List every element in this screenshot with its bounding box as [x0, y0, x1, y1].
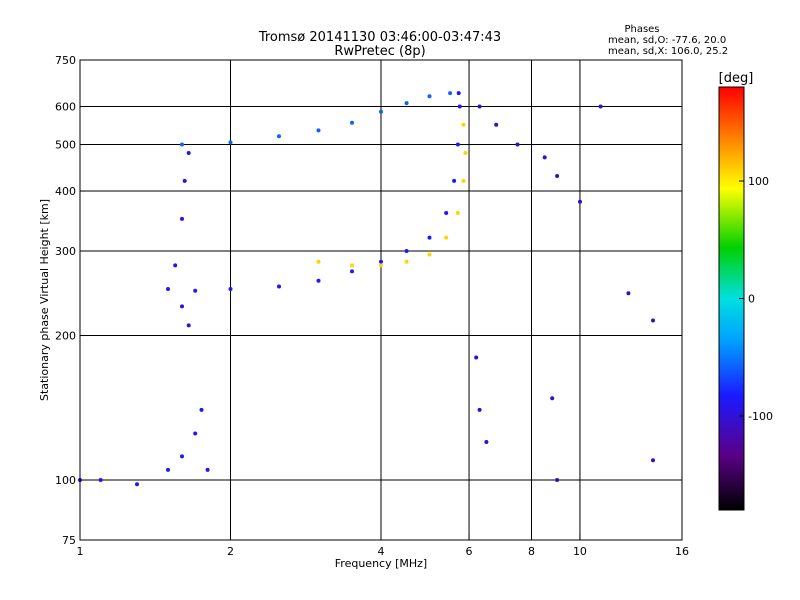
colorbar-tick-label: 0: [748, 293, 755, 306]
echo-point: [598, 104, 603, 109]
x-tick-label: 6: [466, 545, 473, 558]
echo-point: [166, 287, 170, 291]
echo-point: [461, 122, 466, 127]
echo-point: [550, 396, 555, 401]
echo-point: [404, 101, 409, 106]
echo-point: [404, 249, 409, 253]
echo-point: [452, 178, 457, 183]
y-axis-label: Stationary phase Virtual Height [km]: [38, 199, 51, 401]
echo-point: [444, 235, 449, 240]
legend-line-x: mean, sd,X: 106.0, 25.2: [608, 46, 728, 57]
colorbar-ticks: 100 0 -100: [739, 175, 773, 423]
y-tick-label: 600: [55, 101, 76, 114]
echo-point: [461, 178, 466, 183]
echo-point: [477, 104, 482, 109]
echo-point: [484, 440, 489, 444]
echo-point: [448, 91, 453, 96]
echo-point: [494, 122, 499, 127]
x-axis-ticks: 1 2 4 6 8 10 16: [77, 534, 689, 558]
echo-point: [578, 199, 582, 204]
echo-point: [193, 288, 198, 293]
echo-point: [166, 467, 170, 472]
echo-point: [456, 91, 461, 96]
x-tick-label: 1: [77, 545, 84, 558]
echo-point: [173, 263, 178, 268]
echo-point: [455, 211, 460, 215]
echo-point: [379, 109, 383, 114]
echo-point: [515, 142, 520, 147]
x-axis-label: Frequency [MHz]: [335, 557, 427, 570]
echo-point: [457, 104, 462, 109]
echo-point: [651, 318, 655, 323]
chart-subtitle: RwPretec (8p): [334, 44, 425, 59]
x-tick-label: 4: [378, 545, 385, 558]
y-tick-label: 75: [62, 534, 76, 547]
x-tick-label: 8: [528, 545, 535, 558]
echo-point: [427, 235, 432, 240]
echo-point: [277, 284, 281, 289]
echo-point: [316, 278, 321, 283]
x-tick-label: 2: [227, 545, 234, 558]
echo-point: [98, 478, 103, 482]
echo-point: [379, 263, 383, 268]
echo-point: [444, 211, 449, 215]
y-tick-label: 400: [55, 185, 76, 198]
echo-point: [180, 142, 184, 147]
echo-point: [427, 94, 432, 99]
echo-point: [186, 151, 191, 155]
y-tick-label: 300: [55, 245, 76, 258]
echo-point: [316, 259, 321, 264]
y-tick-label: 200: [55, 330, 76, 343]
echo-point: [542, 155, 547, 160]
echo-point: [228, 140, 233, 145]
echo-point: [350, 120, 354, 125]
echo-point: [427, 252, 432, 257]
echo-point: [135, 482, 139, 487]
echo-point: [199, 407, 204, 412]
echo-point: [180, 216, 184, 221]
chart-title: Tromsø 20141130 03:46:00-03:47:43: [258, 30, 501, 45]
legend-line-o: mean, sd,O: -77.6, 20.0: [608, 35, 726, 46]
plot-frame: [79, 59, 683, 541]
echo-point: [277, 134, 281, 139]
echo-point: [555, 174, 560, 178]
echo-points: [78, 91, 655, 487]
colorbar-label: [deg]: [719, 71, 754, 86]
echo-point: [193, 431, 198, 436]
echo-point: [463, 151, 468, 155]
echo-point: [182, 178, 187, 183]
colorbar-tick-label: -100: [748, 410, 773, 423]
y-tick-label: 750: [55, 54, 76, 67]
echo-point: [186, 323, 191, 328]
echo-point: [555, 478, 560, 482]
echo-point: [205, 467, 210, 472]
y-tick-label: 100: [55, 474, 76, 487]
echo-point: [350, 263, 354, 268]
y-axis-ticks: 75 100 200 300 400 500 600 750: [55, 54, 86, 547]
colorbar-tick-label: 100: [748, 175, 769, 188]
echo-point: [626, 291, 631, 296]
x-tick-label: 10: [573, 545, 587, 558]
y-tick-label: 500: [55, 139, 76, 152]
echo-point: [474, 355, 479, 360]
echo-point: [404, 259, 409, 264]
echo-point: [180, 304, 184, 309]
echo-point: [180, 454, 184, 459]
echo-point: [651, 458, 655, 463]
x-tick-label: 16: [675, 545, 689, 558]
echo-point: [228, 287, 233, 291]
echo-point: [350, 269, 354, 274]
echo-point: [477, 407, 482, 412]
echo-point: [379, 259, 383, 264]
legend-title: Phases: [624, 24, 659, 35]
echo-point: [316, 128, 321, 133]
echo-point: [455, 142, 460, 147]
grid-lines: [80, 60, 682, 540]
